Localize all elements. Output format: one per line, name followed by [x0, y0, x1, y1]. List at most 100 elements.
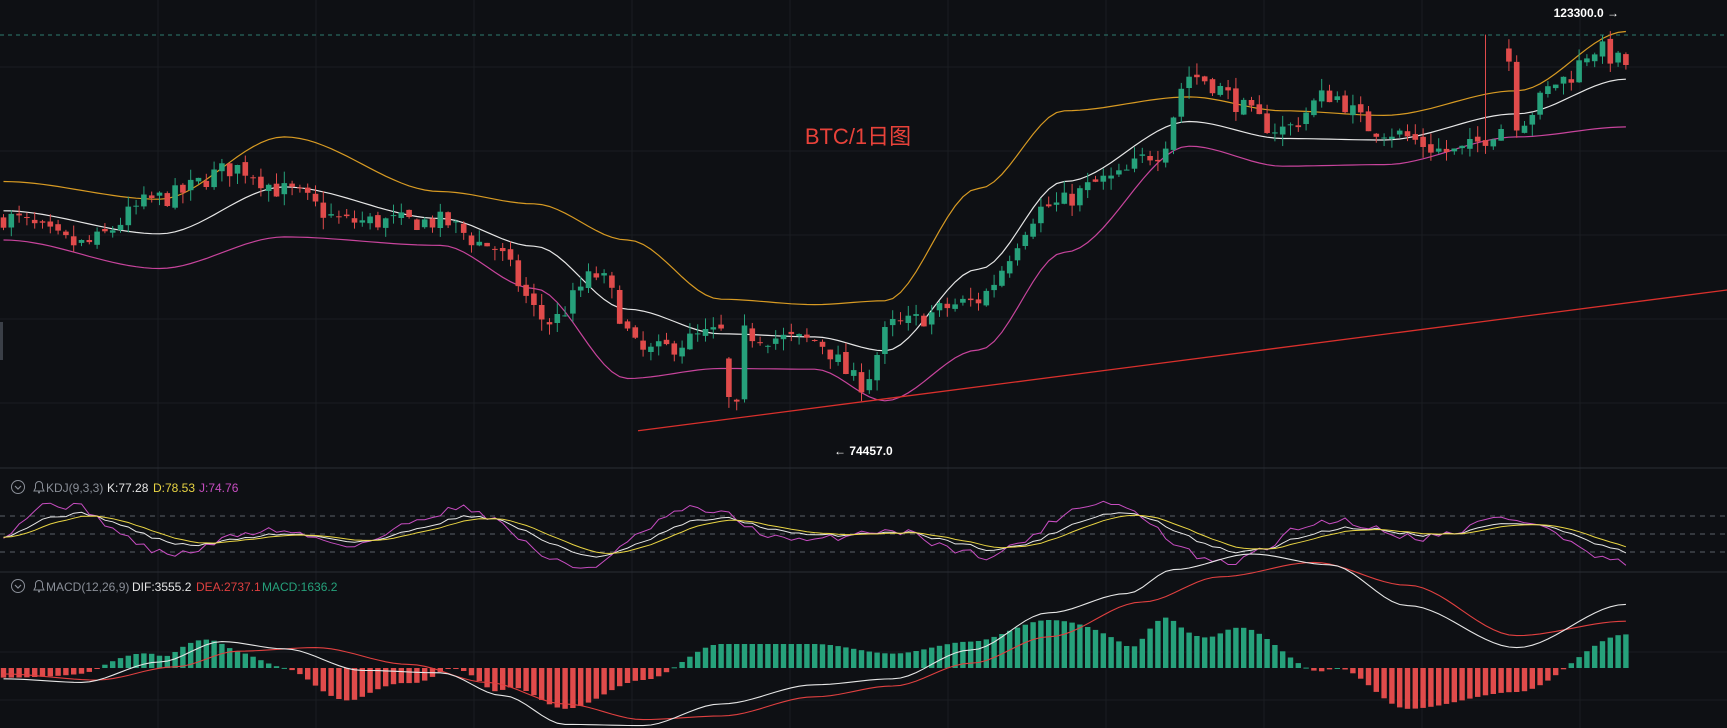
kdj-alert-bell-icon[interactable]: [33, 481, 45, 494]
candle-body: [343, 214, 350, 217]
candle-body: [484, 242, 490, 247]
candle-body: [507, 249, 514, 260]
candle-body: [827, 349, 834, 360]
candle-body: [102, 229, 108, 232]
macd-histogram-bar: [133, 654, 139, 668]
macd-histogram-bar: [1334, 668, 1340, 669]
price-pane[interactable]: [0, 30, 1727, 432]
candle-body: [1279, 126, 1286, 135]
left-resize-handle[interactable]: [0, 322, 3, 360]
kdj-collapse-icon[interactable]: [11, 480, 25, 494]
macd-histogram-bar: [1498, 668, 1504, 693]
macd-histogram-bar: [1397, 668, 1403, 708]
candle-body: [117, 224, 124, 231]
candle-body: [109, 230, 116, 233]
candle-body: [1357, 104, 1364, 113]
macd-histogram-bar: [1342, 668, 1348, 670]
candle-body: [78, 240, 85, 243]
candle-body: [1529, 115, 1536, 125]
macd-histogram-bar: [1553, 668, 1559, 676]
macd-histogram-bar: [734, 644, 740, 668]
macd-histogram-bar: [1248, 629, 1255, 668]
candle-body: [866, 379, 873, 391]
candle-body: [1521, 125, 1528, 133]
candle-body: [1162, 148, 1169, 163]
macd-pane[interactable]: [0, 553, 1629, 727]
macd-histogram-bar: [1131, 646, 1138, 668]
macd-histogram-bar: [1514, 668, 1520, 692]
macd-hist-value: MACD:1636.2: [262, 580, 338, 594]
candle-body: [1498, 129, 1504, 141]
candle-body: [554, 314, 561, 323]
macd-histogram-bar: [1443, 668, 1450, 704]
candle-body: [733, 399, 740, 402]
candle-body: [180, 184, 186, 193]
macd-histogram-bar: [195, 640, 202, 668]
candle-body: [1131, 158, 1138, 169]
candle-body: [928, 312, 935, 325]
candle-body: [328, 214, 334, 216]
macd-histogram-bar: [578, 668, 584, 706]
macd-collapse-icon[interactable]: [11, 579, 25, 593]
macd-histogram-bar: [1358, 668, 1364, 679]
macd-histogram-bar: [422, 668, 428, 681]
candle-body: [460, 223, 467, 233]
candle-body: [351, 218, 358, 223]
candle-body: [1295, 125, 1302, 128]
macd-histogram-bar: [1615, 635, 1621, 668]
candle-body: [297, 187, 303, 189]
candle-body: [624, 321, 631, 329]
macd-histogram-bar: [1319, 668, 1325, 672]
kdj-k-line: [3, 511, 1627, 558]
macd-histogram-bar: [1225, 629, 1231, 668]
candle-body: [710, 327, 717, 330]
candle-body: [1225, 87, 1231, 91]
candle-body: [390, 215, 397, 217]
candle-body: [8, 213, 15, 228]
macd-histogram-bar: [476, 668, 482, 681]
macd-histogram-bar: [617, 668, 623, 687]
kdj-pane[interactable]: [0, 500, 1727, 569]
candle-body: [1334, 96, 1341, 100]
candle-body: [250, 177, 256, 179]
candle-body: [1396, 130, 1403, 135]
candle-body: [1490, 139, 1497, 147]
macd-histogram-bar: [609, 668, 615, 691]
candle-body: [983, 290, 990, 306]
low-price-label: ← 74457.0: [834, 444, 893, 458]
candle-body: [882, 327, 888, 354]
macd-histogram-bar: [1108, 637, 1114, 668]
candles: [0, 31, 1629, 411]
macd-histogram-bar: [1475, 668, 1481, 697]
macd-histogram-bar: [484, 668, 490, 688]
candle-body: [1459, 145, 1465, 149]
candle-body: [577, 286, 584, 291]
candle-body: [445, 212, 451, 226]
macd-histogram-bar: [1350, 668, 1356, 674]
candle-body: [211, 169, 217, 188]
candle-body: [609, 275, 615, 288]
macd-histogram-bar: [780, 644, 787, 668]
macd-histogram-bar: [741, 644, 748, 668]
macd-histogram-bar: [1170, 620, 1177, 668]
candle-body: [975, 299, 982, 304]
support-trendline: [637, 289, 1727, 432]
macd-histogram-bar: [695, 651, 701, 668]
macd-histogram-bar: [414, 668, 420, 683]
candle-body: [819, 341, 826, 347]
macd-histogram-bar: [32, 668, 38, 677]
macd-histogram-bar: [968, 641, 974, 668]
candle-body: [874, 355, 880, 381]
macd-histogram-bar: [1272, 645, 1278, 668]
candle-body: [1069, 193, 1075, 206]
candle-body: [1584, 58, 1590, 63]
macd-histogram-bar: [344, 668, 350, 701]
macd-alert-bell-icon[interactable]: [33, 580, 45, 593]
candle-body: [1116, 170, 1122, 175]
macd-histogram-bar: [718, 644, 724, 668]
candle-body: [702, 329, 709, 336]
candle-body: [1420, 136, 1426, 147]
candle-body: [320, 202, 327, 218]
